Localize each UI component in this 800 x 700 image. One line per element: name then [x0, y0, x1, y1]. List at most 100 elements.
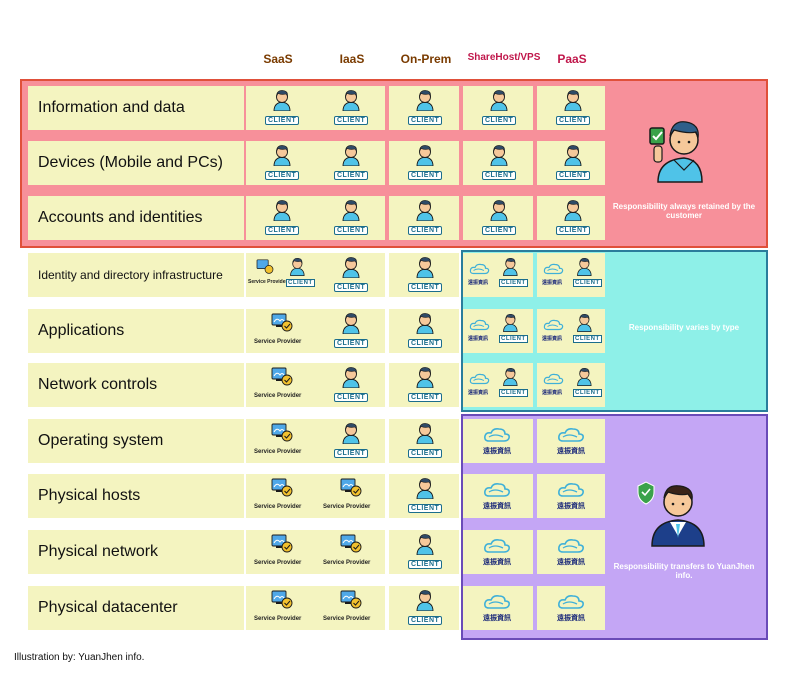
service-provider-label: Service Provider — [254, 560, 302, 566]
cloud-logo-icon — [543, 263, 564, 275]
person-icon — [273, 90, 291, 111]
client-label: CLIENT — [556, 226, 591, 235]
person-icon — [503, 257, 518, 276]
person-icon — [564, 145, 582, 166]
service-provider-icon — [271, 423, 293, 442]
cloud-provider-label: 遠振資訊 — [557, 559, 585, 566]
person-icon — [564, 90, 582, 111]
person-icon — [503, 313, 518, 332]
cloud-provider-label: 遠振資訊 — [557, 448, 585, 455]
cloud-provider-label: 遠振資訊 — [542, 390, 563, 396]
service-provider-icon — [271, 590, 293, 609]
client-label: CLIENT — [573, 389, 602, 397]
cloud-logo-icon — [558, 539, 584, 553]
cell-sp: Service Provider — [246, 363, 316, 407]
cell-client: CLIENT — [315, 86, 385, 130]
cloud-logo-icon — [469, 319, 490, 331]
cell-sp: Service Provider — [315, 586, 385, 630]
client-label: CLIENT — [334, 116, 369, 125]
person-icon — [416, 200, 434, 221]
cell-client: CLIENT — [389, 530, 459, 574]
client-label: CLIENT — [334, 171, 369, 180]
cloud-provider-label: 遠振資訊 — [542, 280, 563, 286]
service-provider-label: Service Provider — [254, 449, 302, 455]
row-label: Identity and directory infrastructure — [28, 253, 244, 297]
cloud-logo-icon — [469, 373, 490, 385]
cell-cloud: 遠振資訊 — [463, 530, 533, 574]
row-label: Operating system — [28, 419, 244, 463]
service-provider-label: Service Provider — [323, 560, 371, 566]
client-label: CLIENT — [334, 393, 369, 402]
service-provider-icon — [340, 590, 362, 609]
cloud-provider-label: 遠振資訊 — [468, 390, 489, 396]
service-provider-icon — [271, 313, 293, 332]
column-header-iaas: IaaS — [339, 52, 365, 66]
cloud-provider-label: 遠振資訊 — [483, 559, 511, 566]
client-label: CLIENT — [482, 226, 517, 235]
cell-cloud-client: 遠振資訊 CLIENT — [537, 363, 605, 407]
client-label: CLIENT — [265, 116, 300, 125]
person-icon — [416, 257, 434, 278]
cell-client: CLIENT — [246, 86, 316, 130]
service-provider-icon — [340, 478, 362, 497]
cell-client: CLIENT — [315, 309, 385, 353]
person-icon — [342, 257, 360, 278]
cloud-logo-icon — [543, 373, 564, 385]
cloud-provider-label: 遠振資訊 — [468, 280, 489, 286]
cell-client: CLIENT — [389, 586, 459, 630]
person-icon — [490, 200, 508, 221]
cloud-provider-label: 遠振資訊 — [483, 503, 511, 510]
person-icon — [416, 478, 434, 499]
client-label: CLIENT — [573, 279, 602, 287]
cell-sp: Service Provider — [315, 474, 385, 518]
cloud-logo-icon — [484, 539, 510, 553]
cell-client: CLIENT — [389, 419, 459, 463]
cloud-logo-icon — [484, 595, 510, 609]
service-provider-label: Service Provider — [248, 279, 288, 285]
service-provider-icon — [271, 534, 293, 553]
client-label: CLIENT — [482, 116, 517, 125]
cell-client: CLIENT — [537, 141, 605, 185]
cell-client: CLIENT — [389, 474, 459, 518]
cell-client: CLIENT — [315, 363, 385, 407]
cell-sp: Service Provider — [246, 586, 316, 630]
person-icon — [416, 423, 434, 444]
cloud-logo-icon — [558, 428, 584, 442]
cell-sp-client: Service Provider CLIENT — [246, 253, 316, 297]
person-icon — [577, 257, 592, 276]
client-label: CLIENT — [334, 449, 369, 458]
client-label: CLIENT — [499, 279, 528, 287]
client-label: CLIENT — [408, 616, 443, 625]
cell-cloud-client: 遠振資訊 CLIENT — [537, 253, 605, 297]
client-label: CLIENT — [408, 504, 443, 513]
client-label: CLIENT — [265, 226, 300, 235]
cloud-logo-icon — [558, 595, 584, 609]
cell-sp: Service Provider — [246, 419, 316, 463]
cell-client: CLIENT — [315, 419, 385, 463]
person-icon — [342, 423, 360, 444]
cloud-provider-label: 遠振資訊 — [483, 615, 511, 622]
cell-cloud-client: 遠振資訊 CLIENT — [463, 309, 533, 353]
client-label: CLIENT — [265, 171, 300, 180]
service-provider-label: Service Provider — [254, 393, 302, 399]
column-header-paas: PaaS — [557, 52, 587, 66]
cell-client: CLIENT — [389, 309, 459, 353]
client-label: CLIENT — [408, 560, 443, 569]
service-provider-icon — [256, 259, 274, 274]
cell-cloud: 遠振資訊 — [537, 419, 605, 463]
client-label: CLIENT — [334, 339, 369, 348]
cell-client: CLIENT — [463, 141, 533, 185]
column-header-onprem: On-Prem — [400, 52, 452, 66]
cloud-logo-icon — [558, 483, 584, 497]
cloud-provider-label: 遠振資訊 — [557, 615, 585, 622]
businessman-with-shield-icon — [637, 481, 705, 547]
row-label: Information and data — [28, 86, 244, 130]
person-icon — [342, 313, 360, 334]
row-label: Network controls — [28, 363, 244, 407]
cell-cloud: 遠振資訊 — [463, 419, 533, 463]
row-label: Physical datacenter — [28, 586, 244, 630]
cell-client: CLIENT — [389, 196, 459, 240]
person-icon — [490, 145, 508, 166]
customer-note: Responsibility always retained by the cu… — [612, 202, 756, 220]
cell-cloud: 遠振資訊 — [537, 530, 605, 574]
